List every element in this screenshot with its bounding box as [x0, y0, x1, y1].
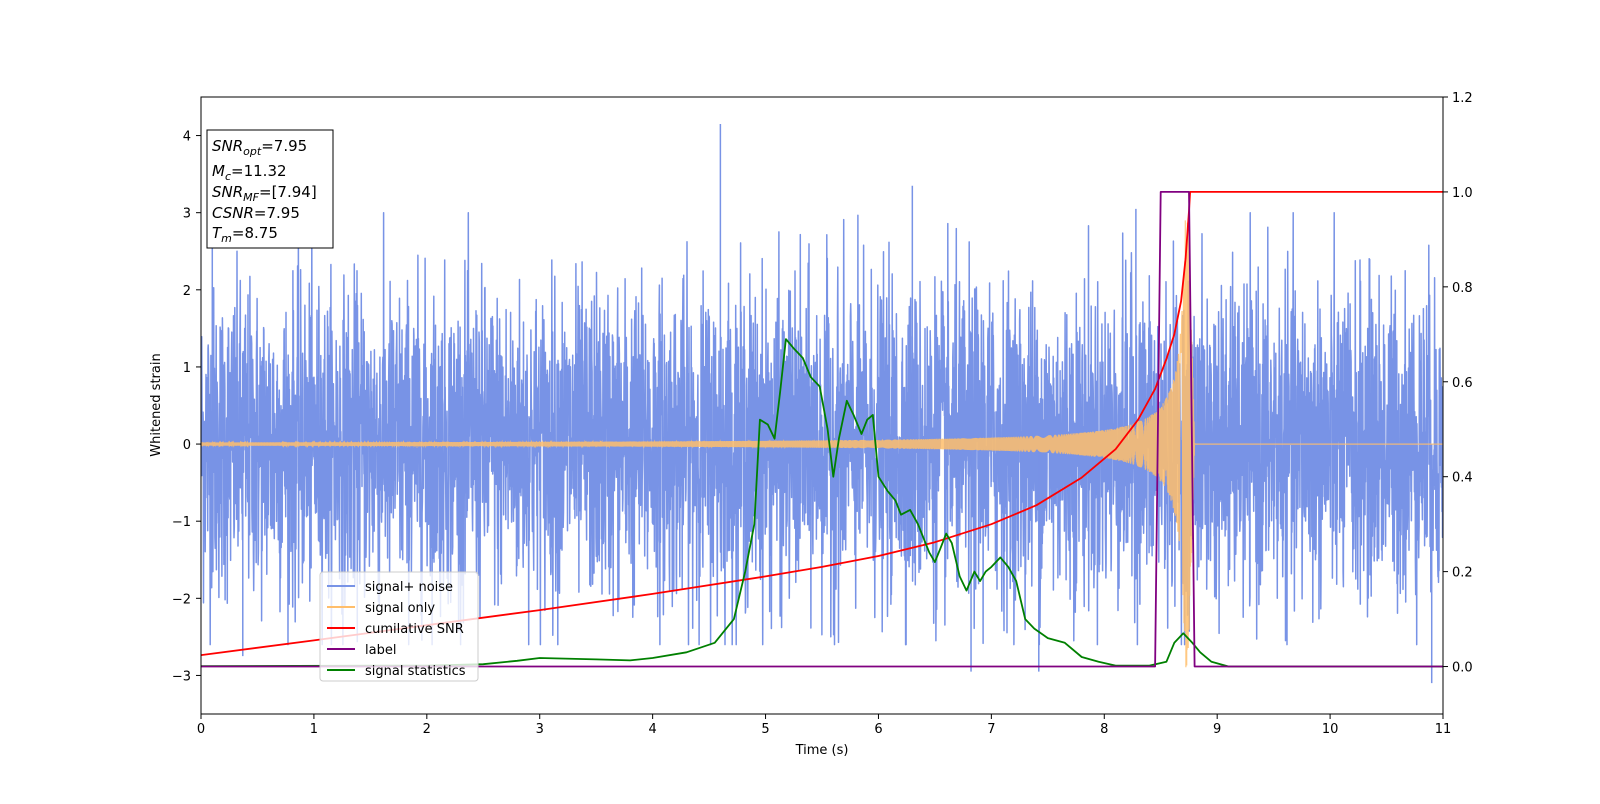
y-tick-left-label: 2 — [183, 284, 191, 299]
series-signal-only-line — [201, 220, 1443, 668]
y-tick-right-label: 0.2 — [1452, 566, 1473, 581]
legend-label: cumilative SNR — [365, 622, 464, 637]
info-line: CSNR=7.95 — [212, 204, 300, 222]
y-tick-right-label: 0.8 — [1452, 281, 1473, 296]
series-signal-noise-line — [201, 211, 1443, 646]
info-line: Mc=11.32 — [212, 162, 287, 183]
series-label-line — [201, 191, 1443, 668]
y-tick-left-label: 1 — [183, 361, 191, 376]
x-tick-label: 7 — [987, 722, 995, 737]
x-tick-label: 0 — [197, 722, 205, 737]
y-tick-right-label: 1.2 — [1452, 91, 1473, 106]
y-tick-left-label: −3 — [172, 669, 191, 684]
x-tick-label: 6 — [874, 722, 882, 737]
info-line: SNRopt=7.95 — [212, 137, 307, 158]
legend-label: signal only — [365, 601, 435, 616]
y-tick-right-label: 0.0 — [1452, 661, 1473, 676]
info-line: SNRMF=[7.94] — [212, 183, 317, 204]
x-tick-label: 5 — [761, 722, 769, 737]
legend-frame — [319, 571, 479, 682]
legend-items: signal+ noise signal only cumilative SNR la… — [327, 580, 466, 679]
y-axis-label: Whitened strain — [149, 353, 164, 456]
y-tick-left-label: −1 — [172, 515, 191, 530]
y-tick-left-label: 3 — [183, 207, 191, 222]
legend-label: label — [365, 643, 396, 658]
info-line: Tm=8.75 — [212, 224, 278, 245]
y-tick-right-label: 0.6 — [1452, 376, 1473, 391]
y-tick-right-label: 0.4 — [1452, 471, 1473, 486]
plot-frame — [200, 96, 1444, 715]
x-tick-label: 2 — [423, 722, 431, 737]
x-tick-label: 4 — [648, 722, 656, 737]
axes-layer: 0 1 2 3 4 5 6 7 8 9 10 11 −3 −2 −1 0 1 2 3 4 0.0 0.2 0.4 0.6 0.8… — [172, 91, 1473, 737]
legend: signal+ noise signal only cumilative SNR la… — [319, 571, 479, 682]
y-tick-left-label: −2 — [172, 592, 191, 607]
info-box: SNRopt=7.95 Mc=11.32SNRMF=[7.94]CSNR=7.95… — [206, 129, 334, 249]
legend-label: signal+ noise — [365, 580, 453, 595]
legend-label: signal statistics — [365, 664, 466, 679]
x-tick-label: 9 — [1213, 722, 1221, 737]
x-tick-label: 3 — [536, 722, 544, 737]
info-lines: SNRopt=7.95 Mc=11.32SNRMF=[7.94]CSNR=7.95… — [212, 137, 317, 245]
y-tick-right-label: 1.0 — [1452, 186, 1473, 201]
x-tick-label: 11 — [1435, 722, 1452, 737]
y-tick-left-label: 0 — [183, 438, 191, 453]
series-signal-statistics-line — [201, 338, 1443, 668]
x-tick-label: 10 — [1322, 722, 1339, 737]
y-tick-left-label: 4 — [183, 130, 191, 145]
x-tick-label: 1 — [310, 722, 318, 737]
x-axis-label: Time (s) — [795, 743, 849, 758]
x-tick-label: 8 — [1100, 722, 1108, 737]
series-layer — [201, 123, 1443, 684]
info-box-frame — [206, 129, 334, 249]
